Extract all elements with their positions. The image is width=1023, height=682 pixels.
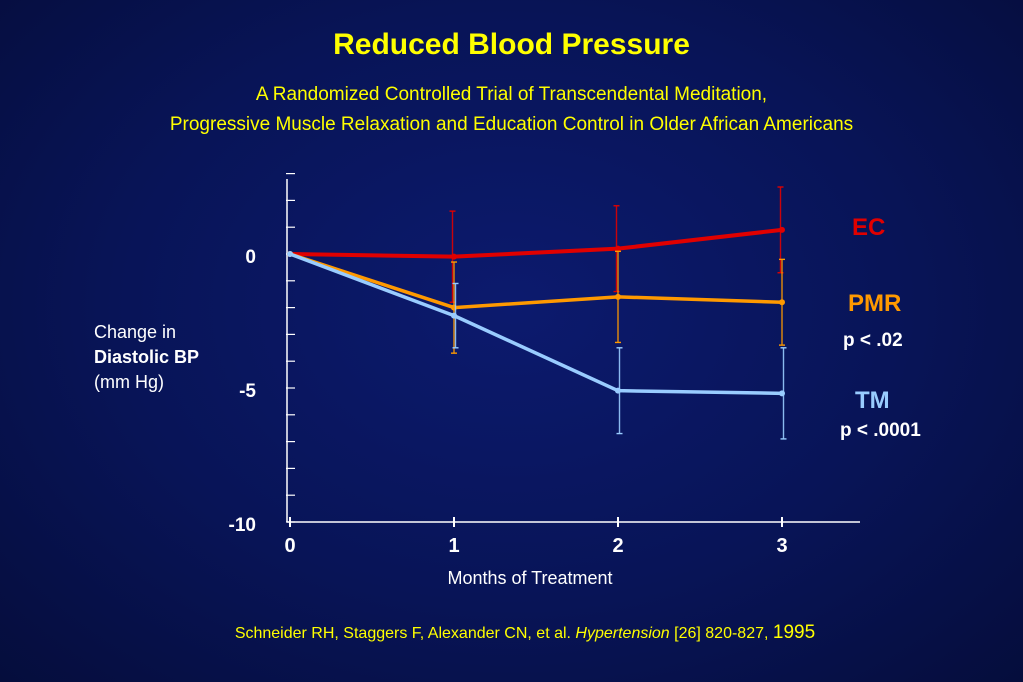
y-axis-label-line1: Change in: [94, 322, 177, 342]
x-tick-label: 1: [448, 535, 459, 557]
legend-ec: EC: [852, 214, 886, 241]
series-line-ec: [289, 227, 783, 259]
y-axis-label-line2: Diastolic BP: [94, 347, 200, 367]
chart-subtitle-line2: Progressive Muscle Relaxation and Educat…: [169, 114, 854, 135]
series-line-pmr: [289, 252, 783, 310]
series-line-tm: [289, 252, 783, 396]
legend-tm: TM: [855, 387, 890, 414]
y-tick-label: -5: [239, 381, 256, 402]
pvalue-pmr: p < .02: [843, 330, 903, 351]
pvalue-tm: p < .0001: [840, 420, 921, 441]
data-point-ec: [779, 226, 785, 233]
citation-authors: Schneider RH, Staggers F, Alexander CN, …: [234, 625, 576, 642]
data-point-pmr: [779, 299, 785, 306]
chart-subtitle-line1: A Randomized Controlled Trial of Transce…: [255, 84, 768, 105]
x-axis-label: Months of Treatment: [447, 568, 613, 588]
data-point-tm: [451, 312, 457, 319]
data-point-tm: [615, 387, 621, 394]
x-tick-label: 3: [776, 535, 787, 557]
data-point-tm: [287, 251, 293, 257]
legend-pmr: PMR: [848, 290, 902, 317]
chart-title: Reduced Blood Pressure: [333, 28, 690, 61]
data-point-tm: [779, 390, 785, 397]
data-point-ec: [615, 245, 621, 252]
y-tick-label: 0: [245, 247, 256, 268]
citation-journal: Hypertension: [575, 625, 670, 642]
citation: Schneider RH, Staggers F, Alexander CN, …: [0, 622, 1023, 644]
x-tick-label: 0: [284, 535, 295, 557]
data-point-ec: [451, 253, 457, 260]
y-axis-label-line3: (mm Hg): [94, 372, 164, 392]
citation-pages: [26] 820-827,: [669, 625, 773, 642]
y-axis-label: Change in Diastolic BP (mm Hg): [94, 320, 199, 395]
data-point-pmr: [615, 293, 621, 300]
y-tick-label: -10: [229, 515, 256, 536]
x-tick-label: 2: [612, 535, 623, 557]
citation-year: 1995: [772, 622, 816, 643]
